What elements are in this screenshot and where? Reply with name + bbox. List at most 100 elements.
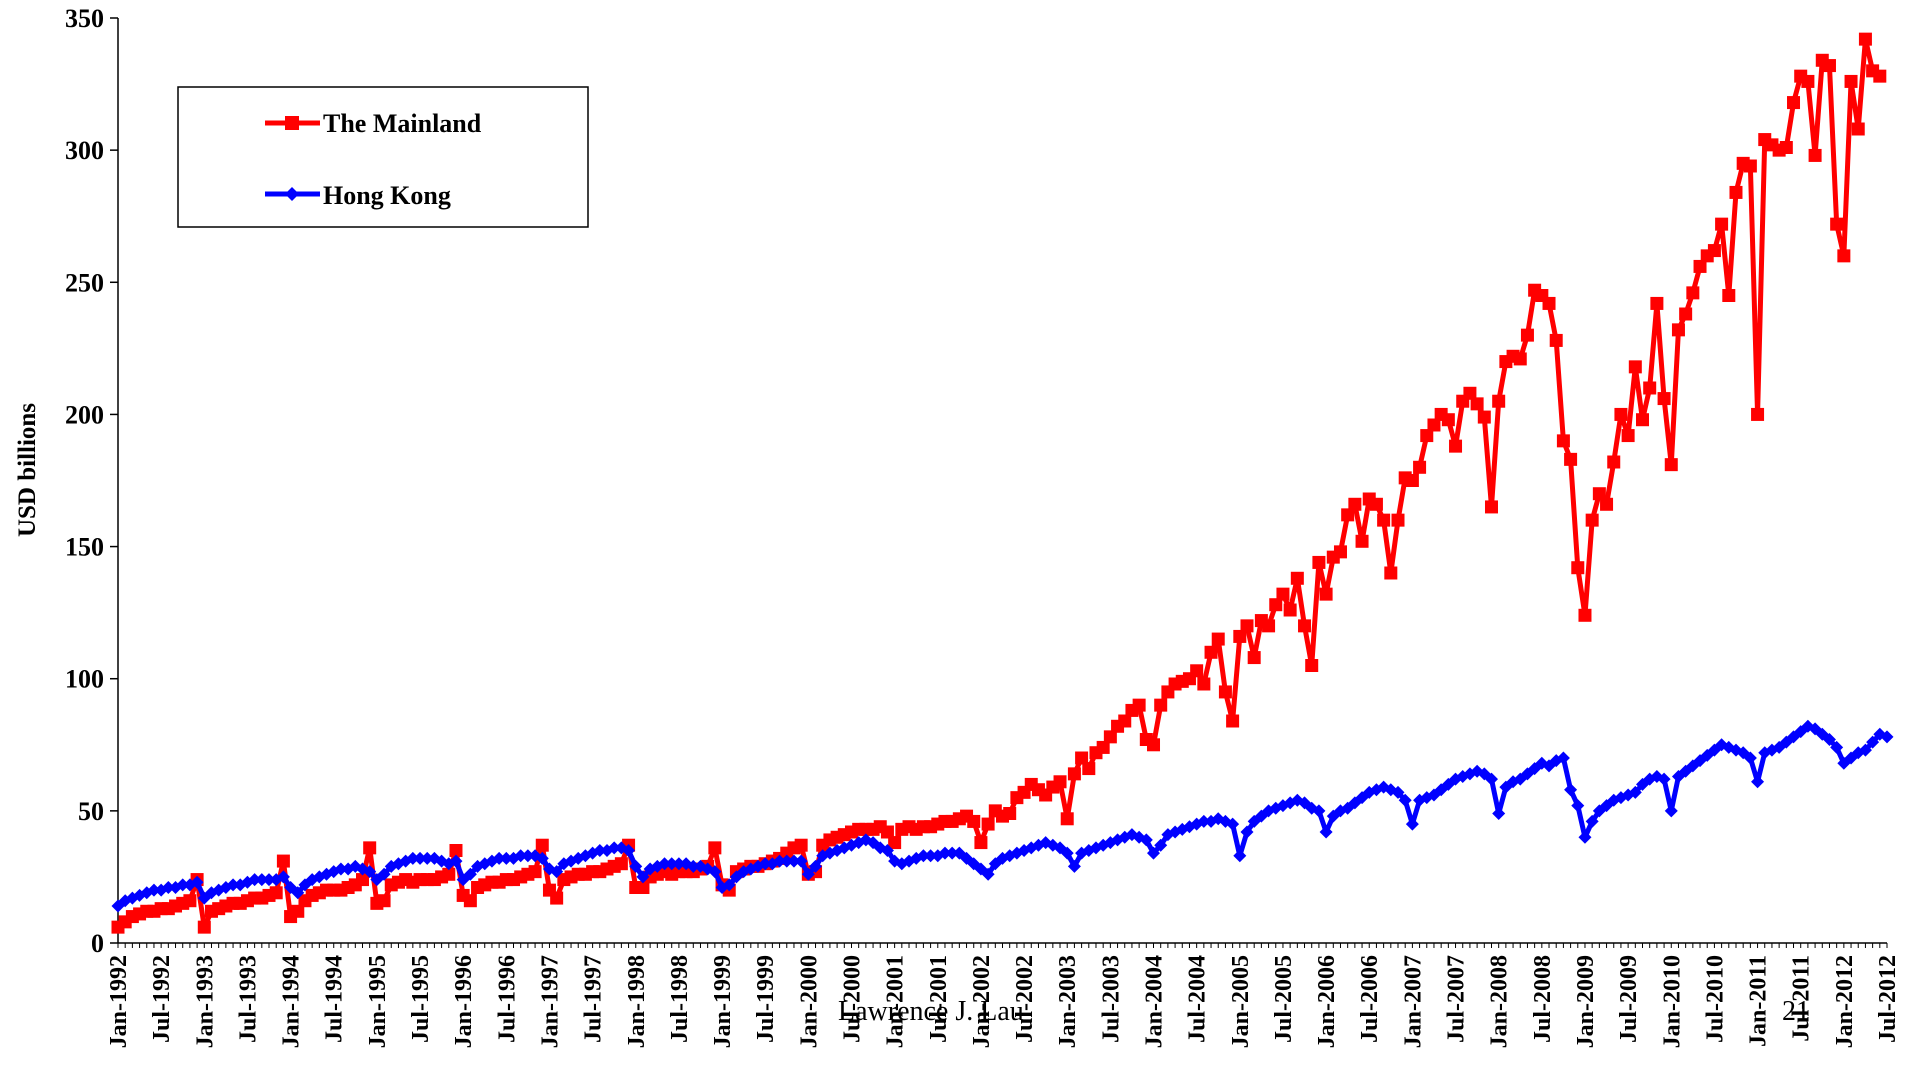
- data-point: [1621, 429, 1635, 443]
- data-point: [945, 846, 959, 860]
- data-point: [1844, 74, 1858, 88]
- data-point: [708, 841, 722, 855]
- data-point: [1592, 487, 1606, 501]
- data-point: [1657, 392, 1671, 406]
- x-tick-label: Jul-2000: [839, 955, 865, 1043]
- data-point: [1240, 619, 1254, 633]
- data-point: [787, 854, 801, 868]
- data-point: [1650, 296, 1664, 310]
- x-tick-label: Jul-2010: [1702, 955, 1728, 1043]
- data-point: [1197, 677, 1211, 691]
- data-point: [1556, 751, 1570, 765]
- y-tick-label: 250: [65, 268, 104, 297]
- data-point: [1096, 740, 1110, 754]
- data-point: [722, 878, 736, 892]
- data-point: [880, 844, 894, 857]
- x-tick-label: Jul-2008: [1530, 955, 1556, 1043]
- data-point: [1751, 775, 1765, 789]
- data-point: [1484, 500, 1498, 514]
- data-point: [1067, 767, 1081, 781]
- data-point: [1441, 413, 1455, 427]
- legend-box: [177, 86, 589, 228]
- data-point: [1585, 814, 1599, 828]
- data-point: [1211, 632, 1225, 646]
- data-point: [880, 825, 894, 839]
- x-tick-label: Jul-1994: [322, 955, 348, 1043]
- data-point: [255, 873, 269, 887]
- x-tick-label: Jul-2012: [1875, 955, 1901, 1043]
- x-tick-label: Jan-1998: [624, 955, 650, 1048]
- x-tick-label: Jul-1995: [408, 955, 434, 1043]
- x-tick-label: Jan-2010: [1659, 955, 1685, 1048]
- data-point: [1463, 386, 1477, 400]
- data-point: [535, 851, 549, 865]
- data-point: [463, 867, 477, 881]
- data-point: [1226, 817, 1240, 831]
- data-point: [1204, 645, 1218, 659]
- data-point: [1585, 513, 1599, 527]
- data-point: [442, 867, 456, 881]
- data-point: [758, 857, 772, 871]
- data-point: [1628, 785, 1642, 799]
- data-point: [1751, 407, 1765, 421]
- data-point: [801, 867, 815, 881]
- data-point: [449, 844, 463, 857]
- data-point: [1319, 587, 1333, 601]
- data-point: [1341, 508, 1355, 522]
- x-tick-label: Jul-2011: [1789, 955, 1815, 1042]
- data-point: [1628, 360, 1642, 374]
- data-point: [1477, 410, 1491, 424]
- x-tick-label: Jan-1996: [451, 955, 477, 1048]
- data-point: [658, 857, 672, 871]
- legend-label-mainland: The Mainland: [323, 109, 482, 138]
- data-point: [1391, 513, 1405, 527]
- x-tick-label: Jul-2001: [926, 955, 952, 1043]
- x-tick-label: Jan-2003: [1055, 955, 1081, 1048]
- data-point: [1830, 740, 1844, 754]
- data-point: [1348, 497, 1362, 511]
- x-tick-label: Jul-2004: [1185, 955, 1211, 1043]
- data-point: [1405, 474, 1419, 487]
- data-point: [1283, 603, 1297, 617]
- data-point: [1671, 323, 1685, 337]
- x-tick-label: Jan-2002: [969, 955, 995, 1048]
- data-point: [1118, 714, 1132, 728]
- data-point: [1233, 629, 1247, 643]
- data-point: [622, 844, 636, 857]
- data-point: [1075, 751, 1089, 765]
- series-hongkong: [111, 719, 1894, 913]
- legend-label-hongkong: Hong Kong: [323, 181, 451, 210]
- data-point: [1513, 352, 1527, 366]
- data-point: [248, 873, 262, 887]
- data-point: [1355, 534, 1369, 548]
- data-point: [1722, 289, 1736, 302]
- x-tick-label: Jan-1994: [279, 955, 305, 1048]
- data-point: [176, 878, 190, 892]
- x-tick-label: Jan-1995: [365, 955, 391, 1048]
- data-point: [291, 904, 305, 918]
- x-tick-label: Jul-1998: [667, 955, 693, 1043]
- data-point: [1578, 830, 1592, 844]
- data-point: [1003, 807, 1017, 820]
- x-tick-label: Jul-1996: [494, 955, 520, 1043]
- data-point: [1664, 458, 1678, 472]
- data-point: [981, 817, 995, 831]
- data-point: [593, 844, 607, 857]
- data-point: [1743, 159, 1757, 173]
- data-point: [1067, 859, 1081, 873]
- data-point: [1276, 587, 1290, 601]
- data-point: [981, 867, 995, 881]
- x-tick-label: Jan-1993: [192, 955, 218, 1048]
- data-point: [1822, 59, 1836, 73]
- data-point: [1556, 434, 1570, 448]
- data-point: [1312, 555, 1326, 569]
- data-point: [1247, 651, 1261, 665]
- data-point: [1053, 775, 1067, 789]
- footer-page-number: 21: [1782, 996, 1810, 1027]
- data-point: [1520, 328, 1534, 342]
- data-point: [1154, 838, 1168, 852]
- data-point: [1822, 733, 1836, 746]
- data-point: [1858, 32, 1872, 46]
- data-point: [1226, 714, 1240, 728]
- series-mainland: [111, 32, 1887, 934]
